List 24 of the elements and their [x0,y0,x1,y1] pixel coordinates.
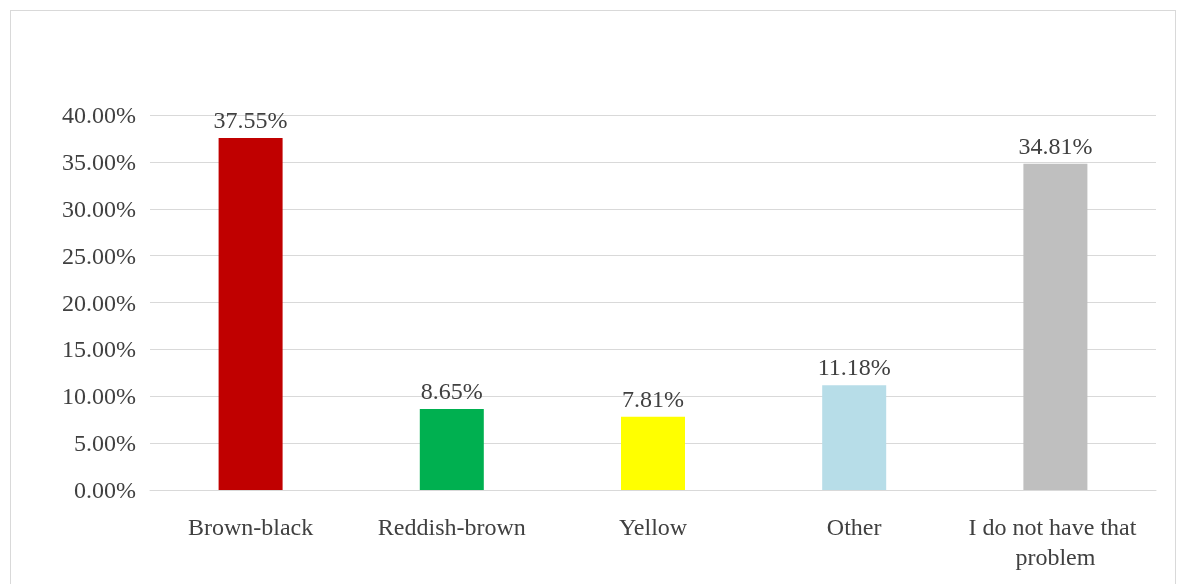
data-label: 37.55% [213,106,288,133]
y-tick-label: 15.00% [62,336,136,363]
x-tick-label: Brown-black [187,514,314,540]
y-tick-label: 20.00% [62,289,136,316]
y-tick-label: 5.00% [74,430,136,457]
data-label: 11.18% [817,354,891,381]
y-tick-label: 30.00% [62,195,136,222]
bar [419,408,484,490]
x-tick-label: Reddish-brown [377,514,526,540]
y-tick-label: 25.00% [62,242,136,269]
bar [218,137,283,490]
y-tick-label: 40.00% [62,102,136,128]
data-label: 34.81% [1018,132,1093,159]
bar [621,416,685,490]
x-tick-label: Yellow [618,514,688,540]
y-tick-label: 10.00% [62,383,136,410]
x-tick-label: Other [826,514,882,540]
y-tick-label: 35.00% [62,148,136,175]
data-label: 7.81% [622,385,684,412]
bar [1023,163,1088,490]
x-tick-label: I do not have that problem [968,514,1143,570]
y-tick-label: 0.00% [74,477,136,503]
data-label: 8.65% [420,377,483,404]
bar [822,385,887,490]
